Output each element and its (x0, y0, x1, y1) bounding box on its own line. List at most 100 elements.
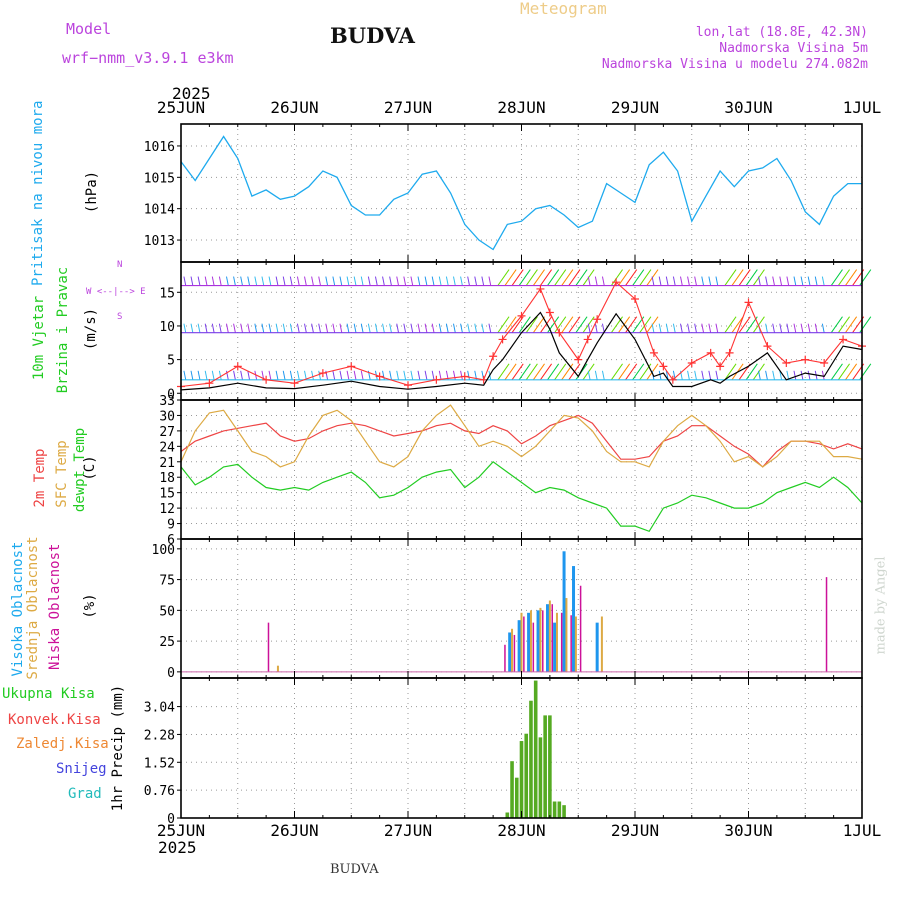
wind-barb (438, 276, 442, 286)
date-tick-top: 28JUN (497, 98, 545, 117)
wind-barb (807, 276, 811, 286)
wind-barb (594, 276, 598, 286)
wind-gust-marker (574, 355, 583, 364)
date-tick-top: 27JUN (384, 98, 432, 117)
cloud-bar (551, 604, 553, 672)
wind-barb (632, 269, 645, 286)
wind-barb (296, 323, 300, 333)
wind-barb (374, 323, 378, 333)
wind-barb (410, 323, 414, 333)
wind-barb (724, 269, 737, 286)
wind-barb (431, 323, 435, 333)
wind-barb (758, 370, 761, 380)
wind-barb (460, 370, 463, 380)
wind-barb (438, 370, 442, 380)
wind-barb (765, 323, 768, 333)
wind-barb (403, 323, 407, 333)
wind-barb (183, 276, 187, 286)
precip-legend-conv: Konvek.Kisa (8, 712, 101, 728)
wind-barb (190, 323, 194, 333)
wind-barb (561, 363, 574, 381)
wind-barb (488, 323, 492, 333)
cloud-bar (565, 598, 568, 672)
wind-barb (268, 370, 272, 380)
wind-barb (218, 323, 222, 333)
date-tick-bottom: 26JUN (270, 821, 318, 840)
wind-barb (268, 323, 272, 333)
wind-barb (587, 276, 591, 286)
data-layer (177, 135, 872, 818)
wind-barb (594, 370, 598, 380)
wind-barb (708, 323, 712, 333)
precip-legend-freezing: Zaledj.Kisa (16, 736, 109, 752)
wind-barb (254, 323, 258, 333)
wind-barb (547, 269, 560, 286)
wind-barb (594, 323, 598, 333)
wind-barb (511, 269, 524, 286)
wind-barb (360, 323, 364, 333)
cloud-ytick-label: 75 (159, 574, 175, 589)
wind-barb (453, 370, 456, 380)
wind-barb (396, 276, 400, 286)
wind-barb (382, 370, 385, 380)
elevation-info: Nadmorska Visina 5m (719, 41, 868, 56)
wind-barb (715, 370, 719, 380)
precip-legend-hail: Grad (68, 786, 102, 802)
wind-barb (417, 276, 421, 286)
wind-barb (353, 370, 357, 380)
wind-gust-marker (649, 348, 658, 357)
watermark: made by Angel (873, 556, 889, 655)
precip-bar (529, 700, 533, 818)
wind-gust-marker (489, 352, 498, 361)
wind-gust-marker (583, 335, 592, 344)
wind-barb (665, 323, 669, 333)
wind-barb (226, 323, 229, 333)
cloud-bar (572, 566, 576, 672)
wind-barb (575, 269, 588, 286)
wind-barb (601, 370, 605, 380)
wind-barb (353, 276, 357, 286)
wind-barb (367, 323, 371, 333)
wind-barb (547, 316, 560, 333)
wind-barb (701, 276, 705, 286)
cloud-bar (548, 600, 551, 672)
wind-barb (417, 370, 421, 380)
wind-gust-marker (233, 362, 242, 371)
precipitation-ytick-label: 0 (167, 812, 175, 827)
wind-barb (382, 276, 385, 286)
cloud-bar (276, 665, 279, 672)
wind-compass-n: N (117, 260, 123, 270)
wind-barb (460, 276, 463, 286)
wind-barb (453, 276, 456, 286)
wind-gust-marker (262, 375, 271, 384)
wind-gust-marker (432, 375, 441, 384)
wind-barb (708, 370, 712, 380)
wind-barb (346, 370, 350, 380)
wind-barb (694, 276, 697, 286)
wind-barb (247, 276, 251, 286)
precip-bar (562, 805, 566, 818)
wind-barb (715, 276, 719, 286)
wind-barb (360, 370, 364, 380)
cloud-bar (546, 604, 550, 672)
wind-barb (311, 370, 314, 380)
cloud-bar (600, 616, 603, 672)
cloud-ytick-label: 100 (152, 543, 175, 558)
wind-barb (374, 276, 378, 286)
precip-bar (552, 801, 557, 818)
wind-barb (211, 323, 215, 333)
wind-barb (296, 370, 300, 380)
wind-barb (332, 323, 336, 333)
cloud-ytick-label: 0 (167, 666, 175, 681)
wind-barb (772, 276, 776, 286)
cloud-bar (825, 577, 828, 672)
wind-barb (275, 370, 279, 380)
wind-barb (731, 269, 744, 286)
year-top: 2025 (172, 84, 211, 103)
cloud-bar (595, 622, 599, 672)
wind-gust-marker (687, 358, 696, 367)
wind-gust-marker (744, 298, 753, 307)
pressure-ytick-label: 1016 (144, 140, 175, 155)
wind-barb (708, 276, 712, 286)
wind-barb (532, 363, 545, 381)
